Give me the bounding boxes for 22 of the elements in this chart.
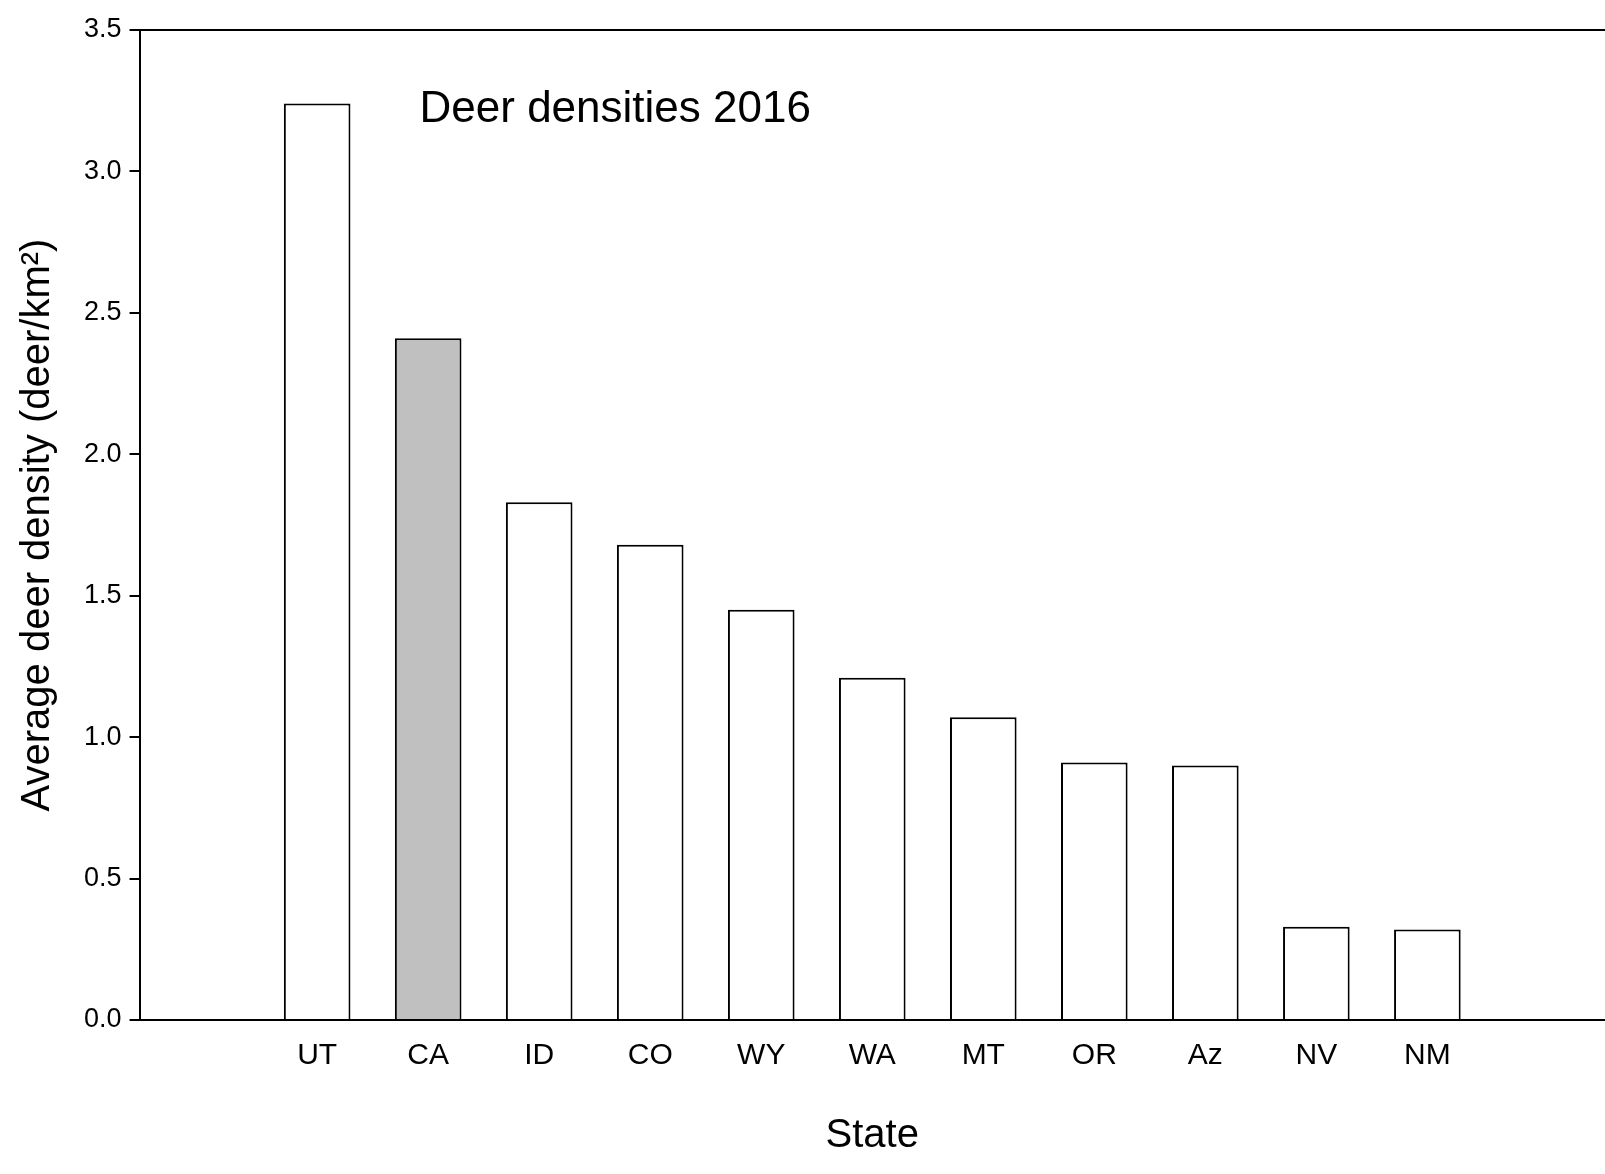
y-tick-label: 2.5	[83, 296, 122, 327]
x-tick-label: WY	[737, 1037, 786, 1071]
y-axis-title: Average deer density (deer/km²)	[13, 238, 58, 812]
x-tick-label: CA	[407, 1037, 450, 1071]
y-tick-label: 1.5	[83, 579, 122, 610]
x-tick-label: OR	[1071, 1037, 1117, 1071]
x-tick-label: NV	[1295, 1037, 1338, 1071]
y-tick-label: 3.0	[83, 154, 122, 185]
x-tick-label: Az	[1187, 1037, 1223, 1071]
y-tick-label: 0.0	[83, 1003, 122, 1034]
y-tick-label: 1.0	[83, 720, 122, 751]
x-tick-label: CO	[627, 1037, 673, 1071]
y-tick-label: 0.5	[83, 862, 122, 893]
x-tick-label: MT	[961, 1037, 1005, 1071]
x-axis-title: State	[825, 1111, 919, 1156]
x-tick-label: ID	[524, 1037, 555, 1071]
y-tick-label: 3.5	[83, 13, 122, 44]
y-tick-label: 2.0	[83, 437, 122, 468]
text: Deer densities 2016	[419, 82, 811, 132]
x-tick-label: WA	[848, 1037, 896, 1071]
x-tick-label: UT	[297, 1037, 338, 1071]
x-tick-label: NM	[1404, 1037, 1451, 1071]
